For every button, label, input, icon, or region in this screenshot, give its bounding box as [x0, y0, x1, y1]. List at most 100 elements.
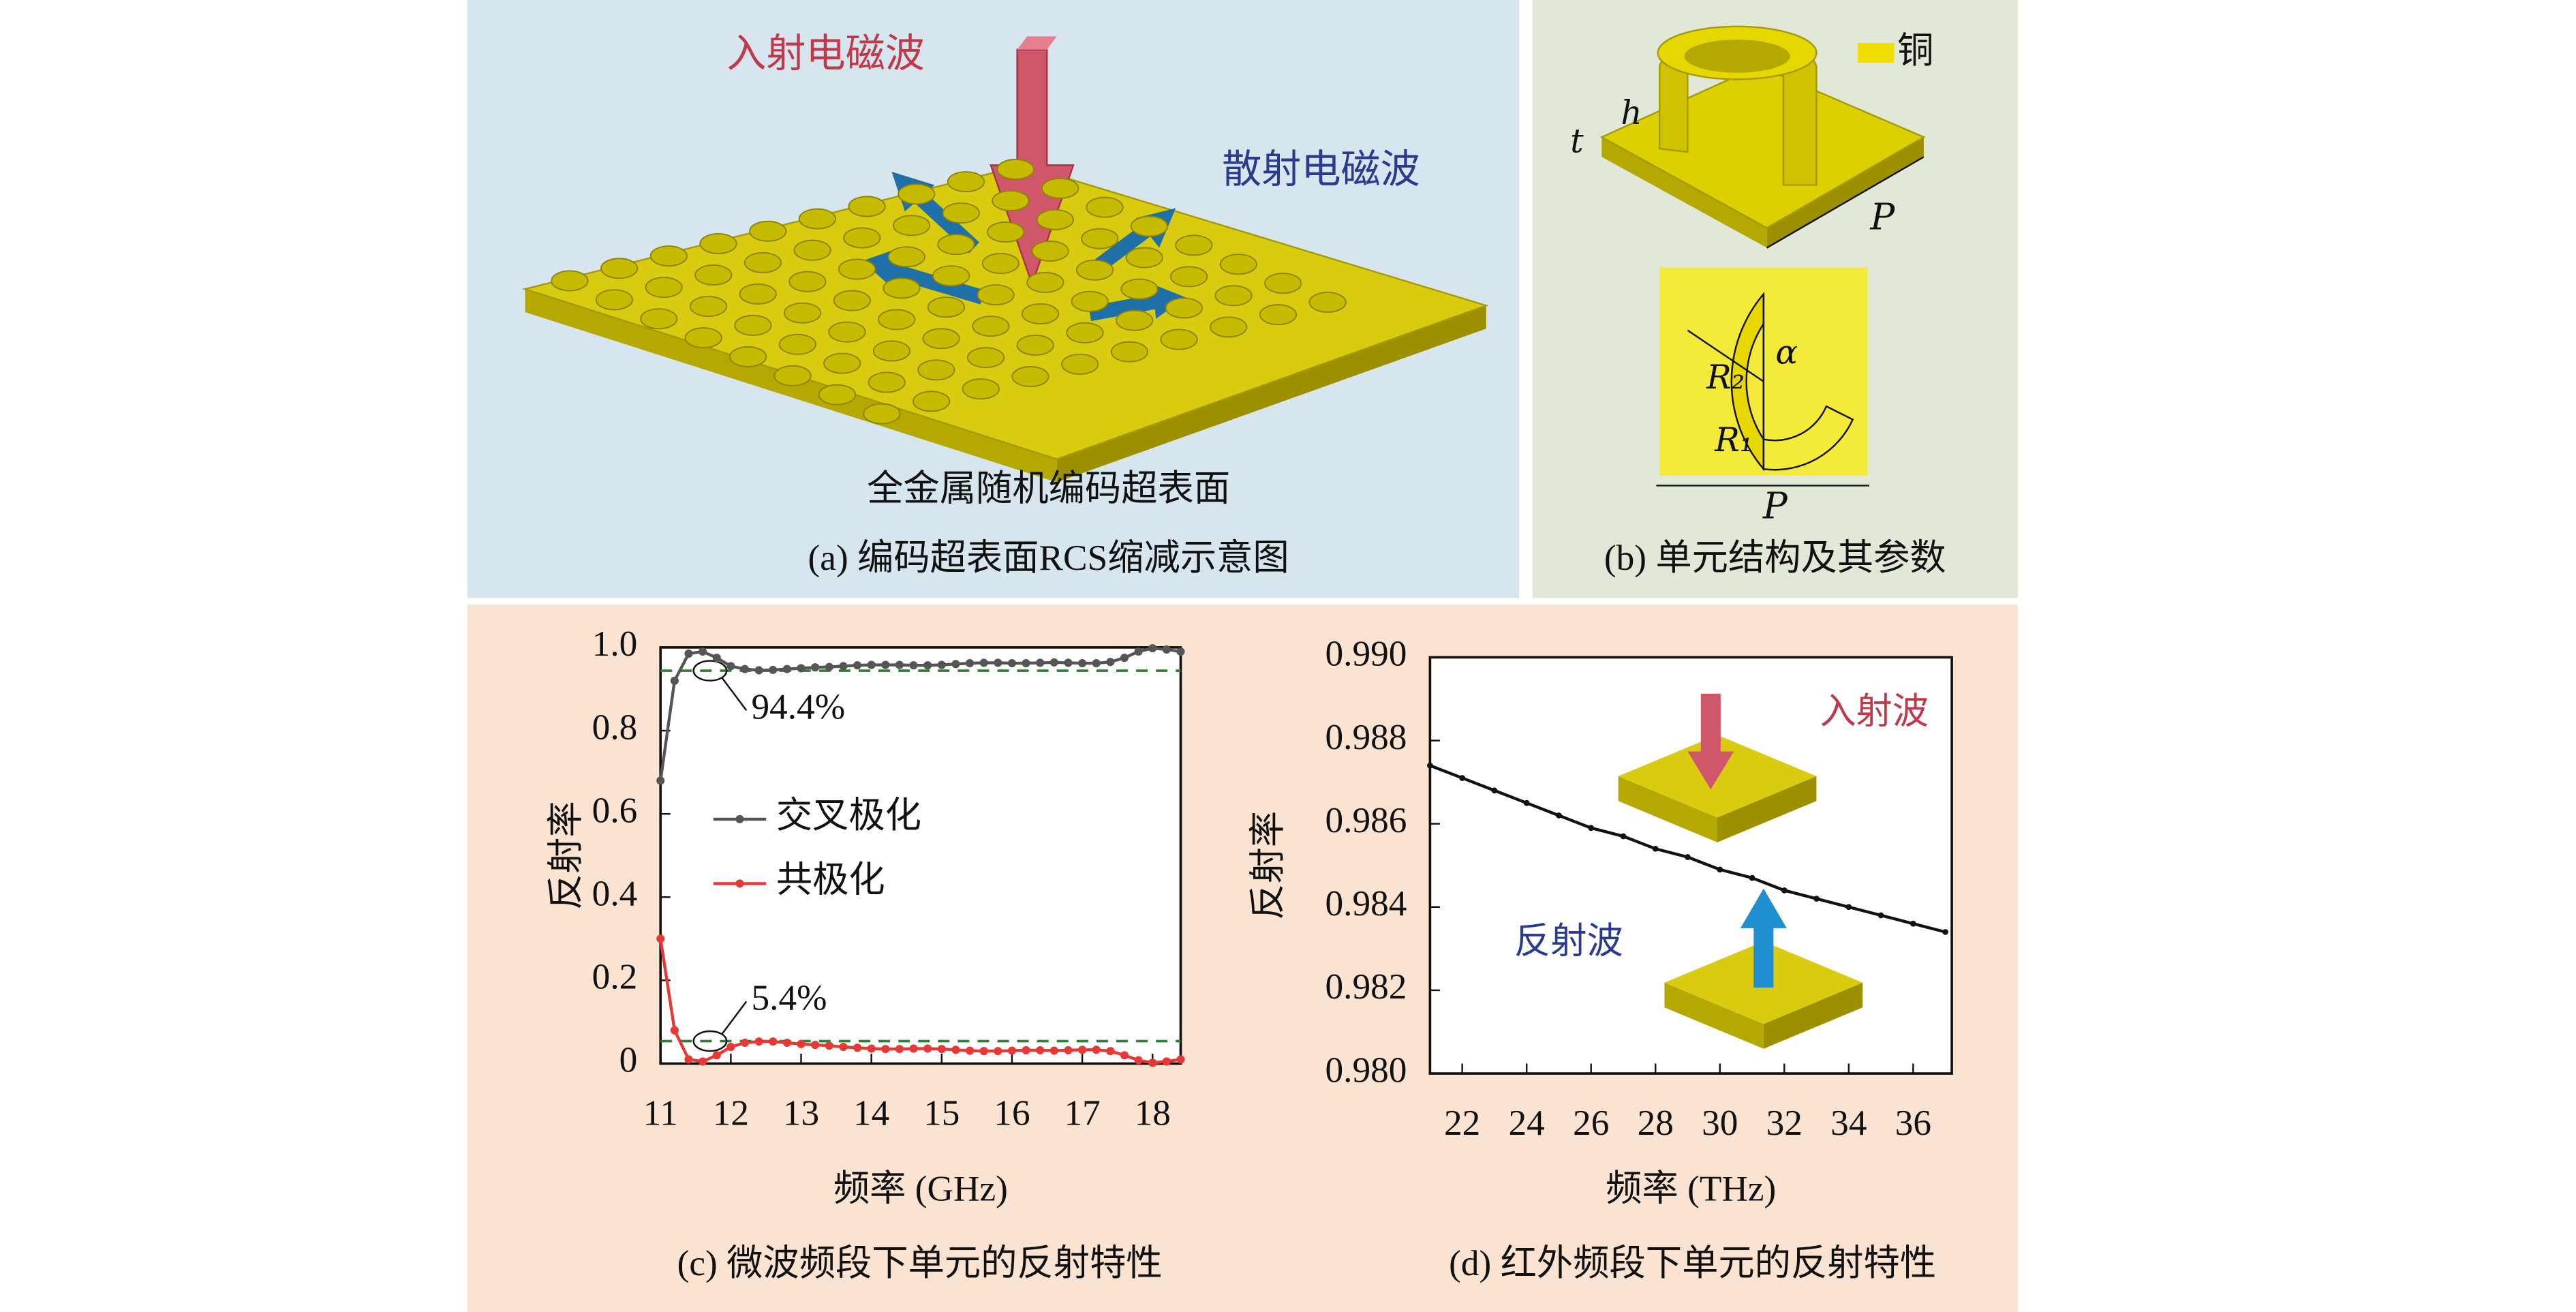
pillar [927, 296, 966, 318]
annotation: 5.4% [752, 978, 827, 1018]
pillar [887, 246, 925, 268]
marker [740, 1038, 750, 1048]
marker [782, 665, 791, 673]
marker [825, 662, 833, 671]
x-tick-label: 26 [1573, 1103, 1609, 1143]
x-tick-label: 22 [1444, 1103, 1480, 1143]
marker [951, 1046, 960, 1054]
pillar [892, 215, 931, 237]
marker [853, 1043, 862, 1052]
marker [769, 665, 778, 674]
pillar [1308, 291, 1347, 313]
marker [1620, 833, 1627, 840]
pillar [1210, 316, 1248, 338]
pillar [773, 365, 812, 386]
pillar [932, 265, 970, 287]
marker [1162, 645, 1171, 654]
pillar [1075, 259, 1114, 281]
marker [1078, 1046, 1087, 1054]
y-tick-label: 0.984 [1325, 883, 1407, 924]
marker [1749, 874, 1755, 881]
legend-label: 交叉极化 [776, 795, 921, 836]
marker [1162, 1057, 1171, 1066]
pillar [838, 258, 876, 280]
pillar [962, 378, 1000, 400]
pillar [689, 296, 728, 318]
param: R₁ [1714, 421, 1753, 459]
annotation-ellipse [692, 1030, 728, 1052]
marker [811, 1040, 820, 1050]
marker [937, 1045, 946, 1054]
pillar [818, 384, 857, 406]
marker [881, 1045, 890, 1054]
marker [1910, 920, 1916, 927]
marker [782, 1038, 791, 1048]
marker [1078, 659, 1087, 668]
marker [684, 1055, 693, 1064]
x-tick-label: 30 [1702, 1103, 1738, 1143]
pillar [937, 234, 975, 256]
x-tick-label: 15 [923, 1093, 960, 1133]
param: P [1869, 196, 1895, 238]
x-axis-label: 频率 (THz) [1606, 1169, 1776, 1209]
marker [1036, 1046, 1045, 1055]
pillar [883, 277, 921, 299]
pillar [640, 308, 678, 330]
y-tick-label: 0.2 [592, 957, 638, 997]
pillar [743, 251, 782, 273]
marker [1556, 812, 1562, 819]
pillar [828, 321, 866, 343]
marker [670, 1026, 679, 1035]
y-tick-label: 0.8 [592, 707, 638, 747]
marker [909, 661, 918, 670]
marker [979, 658, 988, 667]
x-tick-label: 12 [713, 1093, 749, 1133]
marker [1845, 904, 1852, 911]
marker [853, 661, 862, 670]
x-axis-label: 频率 (GHz) [833, 1169, 1008, 1209]
y-tick-label: 0.988 [1325, 717, 1407, 757]
x-tick-label: 13 [783, 1093, 819, 1133]
marker [670, 676, 679, 685]
pillar [898, 183, 936, 205]
pillar [1116, 309, 1154, 331]
marker [740, 665, 750, 673]
marker [966, 659, 975, 668]
marker [1049, 658, 1058, 667]
y-tick-label: 1.0 [592, 624, 638, 664]
pillar [1169, 266, 1208, 288]
marker [951, 660, 960, 669]
label: 入射电磁波 [726, 31, 925, 76]
marker [1022, 1046, 1030, 1055]
pillar [868, 371, 906, 393]
pillar [1259, 304, 1298, 326]
marker [1120, 1051, 1129, 1060]
x-tick-label: 32 [1766, 1103, 1803, 1143]
marker [923, 1044, 932, 1053]
x-tick-label: 17 [1064, 1093, 1100, 1133]
marker [769, 1037, 778, 1046]
y-tick-label: 0.4 [592, 874, 638, 914]
marker [1176, 647, 1185, 656]
marker [1007, 659, 1017, 668]
marker [1092, 1046, 1101, 1054]
pillar [1011, 366, 1049, 388]
label: 散射电磁波 [1222, 147, 1420, 192]
pillar [992, 189, 1030, 211]
pillar [823, 352, 861, 374]
marker [811, 663, 820, 672]
marker [839, 662, 848, 671]
pillar [1081, 228, 1119, 249]
pillar [1016, 334, 1054, 356]
marker [979, 1047, 988, 1056]
pillar [987, 221, 1025, 243]
marker [1427, 762, 1433, 769]
marker [1781, 887, 1788, 894]
pillar [739, 283, 777, 305]
pillar [1125, 247, 1163, 269]
marker [699, 647, 707, 656]
param: t [1570, 122, 1584, 160]
marker [1049, 1046, 1058, 1055]
pillar [947, 171, 985, 193]
pillar [1175, 234, 1213, 256]
